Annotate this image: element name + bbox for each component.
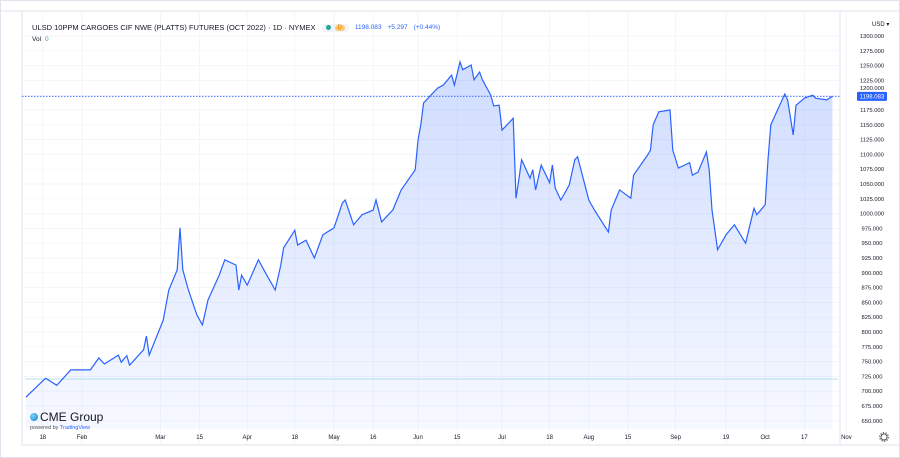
x-tick-label: 15 xyxy=(196,435,203,441)
x-tick-label: 15 xyxy=(625,435,632,441)
market-open-icon xyxy=(325,25,331,30)
x-tick-label: 17 xyxy=(801,435,808,441)
x-tick-label: 18 xyxy=(291,435,298,441)
y-tick-label: 975.000 xyxy=(862,226,883,232)
x-tick-label: Oct xyxy=(761,435,771,441)
y-tick-label: 700.000 xyxy=(862,389,883,395)
y-tick-label: 1300.000 xyxy=(860,34,884,40)
y-tick-label: 1225.000 xyxy=(860,78,884,84)
y-tick-label: 650.000 xyxy=(862,419,883,425)
last-price-label: 1198.083 xyxy=(857,91,887,101)
y-tick-label: 675.000 xyxy=(862,404,883,410)
volume-label: Vol xyxy=(32,36,42,43)
y-tick-label: 775.000 xyxy=(862,345,883,351)
x-tick-label: Nov xyxy=(841,435,852,441)
y-tick-label: 1050.000 xyxy=(860,182,884,188)
y-tick-label: 1125.000 xyxy=(860,138,884,144)
y-tick-label: 850.000 xyxy=(862,300,883,306)
globe-icon xyxy=(30,413,38,421)
y-tick-label: 1000.000 xyxy=(860,212,884,218)
last-price: 1198.083 xyxy=(354,24,382,31)
volume-value: 0 xyxy=(45,36,49,43)
tradingview-link[interactable]: TradingView xyxy=(59,425,91,431)
time-axis[interactable]: 18 Feb Mar 15 Apr 18 May 16 Jun 15 Jul 18 Aug 15 Sep 19… xyxy=(39,435,851,441)
y-tick-label: 875.000 xyxy=(862,286,883,292)
price-axis[interactable]: 1300.000 1275.000 1250.000 1225.000 1200.000… xyxy=(860,34,884,425)
powered-by: powered by xyxy=(30,425,59,431)
price-line xyxy=(25,59,833,398)
currency-selector[interactable]: USD ▾ xyxy=(872,22,889,28)
y-tick-label: 1025.000 xyxy=(860,197,884,203)
y-tick-label: 825.000 xyxy=(862,315,883,321)
y-tick-label: 725.000 xyxy=(862,374,883,380)
delayed-badge: D xyxy=(334,24,345,31)
y-tick-label: 800.000 xyxy=(862,330,883,336)
x-tick-label: 19 xyxy=(723,435,730,441)
x-tick-label: 16 xyxy=(370,435,377,441)
brand-name: CME Group xyxy=(40,410,104,424)
price-change: +5.297 xyxy=(387,24,408,31)
y-tick-label: 925.000 xyxy=(862,256,883,262)
volume-legend: Vol 0 xyxy=(32,36,49,43)
market-status[interactable]: D xyxy=(321,23,349,32)
y-tick-label: 1250.000 xyxy=(860,64,884,70)
y-tick-label: 750.000 xyxy=(862,360,883,366)
last-price-label-background xyxy=(857,91,887,101)
y-tick-label: 1150.000 xyxy=(860,123,884,129)
x-tick-label: Feb xyxy=(77,435,88,441)
y-tick-label: 1100.000 xyxy=(860,152,884,158)
x-tick-label: 18 xyxy=(39,435,46,441)
y-tick-label: 950.000 xyxy=(862,241,883,247)
x-tick-label: Jun xyxy=(413,435,423,441)
y-tick-label: 1275.000 xyxy=(860,49,884,55)
x-tick-label: Apr xyxy=(243,435,252,441)
x-tick-label: Jul xyxy=(498,435,506,441)
x-tick-label: 15 xyxy=(454,435,461,441)
y-tick-label: 1175.000 xyxy=(860,108,884,114)
y-tick-label: 900.000 xyxy=(862,271,883,277)
x-tick-label: Aug xyxy=(583,435,594,441)
last-price-label-text: 1198.083 xyxy=(860,94,885,100)
cme-logo[interactable]: CME Group powered by TradingView xyxy=(30,410,103,431)
x-tick-label: Sep xyxy=(670,435,681,441)
x-tick-label: 18 xyxy=(546,435,553,441)
y-tick-label: 1075.000 xyxy=(860,167,884,173)
symbol-title[interactable]: ULSD 10PPM CARGOES CIF NWE (PLATTS) FUTU… xyxy=(32,23,316,32)
x-tick-label: May xyxy=(328,435,339,441)
price-change-pct: (+0.44%) xyxy=(413,24,441,31)
price-area-fill xyxy=(26,62,833,429)
x-tick-label: Mar xyxy=(155,435,165,441)
chart-legend-header: ULSD 10PPM CARGOES CIF NWE (PLATTS) FUTU… xyxy=(32,23,440,32)
y-tick-label: 1200.000 xyxy=(860,86,884,92)
